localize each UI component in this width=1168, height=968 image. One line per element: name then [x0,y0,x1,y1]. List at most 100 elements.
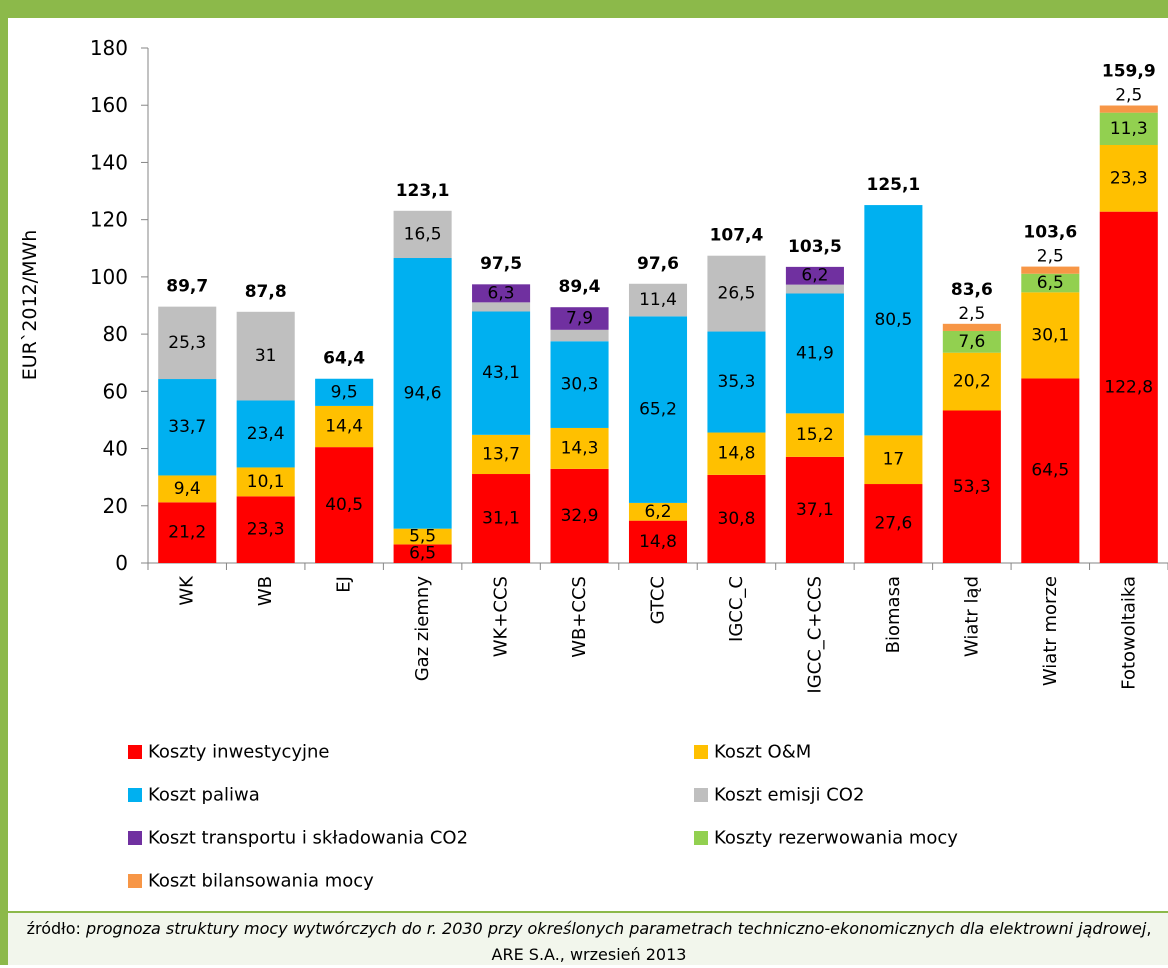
bar-segment [158,475,217,503]
value-label: 37,1 [796,500,834,520]
bar-segment [628,520,688,563]
bar-segment [472,434,531,475]
legend-label: Koszt transportu i składowania CO2 [148,828,468,849]
x-tick-label: WB [255,576,276,606]
value-label: 7,9 [566,309,593,329]
value-label: 17 [883,450,905,470]
bar-segment [550,341,609,428]
total-label: 159,9 [1102,62,1156,82]
total-label: 123,1 [396,181,450,201]
bar-segment [550,427,609,469]
value-label: 14,8 [718,444,756,464]
x-tick-label: IGCC_C [726,576,747,642]
total-label: 64,4 [323,349,365,369]
value-label: 16,5 [404,224,442,244]
value-label: 30,1 [1031,325,1069,345]
bar-segment [707,331,766,433]
total-label: 97,5 [480,254,522,274]
value-label: 31 [255,346,277,366]
bar-segment [864,435,923,485]
source-prefix: źródło: [26,919,86,938]
value-label: 122,8 [1104,377,1153,397]
bar-segment [472,284,531,303]
footer-band [0,912,1168,965]
x-tick-label: Gaz ziemny [412,576,433,682]
source-title: prognoza struktury mocy wytwórczych do r… [85,919,1147,938]
value-label: 23,4 [247,424,285,444]
legend-swatch [694,831,708,845]
value-label: 14,3 [561,438,599,458]
total-label: 89,7 [166,276,208,296]
value-label: 10,1 [247,472,285,492]
source: źródło: prognoza struktury mocy wytwórcz… [14,916,1164,968]
bar-segment [550,329,609,342]
value-label: 2,5 [958,304,985,324]
bar-segment [236,400,295,468]
x-tick-label: GTCC [648,576,669,624]
bar-segment [393,210,452,259]
value-label: 13,7 [482,444,520,464]
value-label: 15,2 [796,425,834,445]
bar-segment [1021,273,1080,293]
value-label: 6,5 [409,544,436,564]
left-border [0,0,8,965]
bar-segment [550,307,609,330]
value-label: 27,6 [874,514,912,534]
bar-segment [942,330,1001,353]
x-tick-label: IGCC_C+CCS [804,576,825,694]
x-tick-label: EJ [334,576,355,593]
legend-label: Koszt paliwa [148,785,260,806]
y-tick-label: 120 [90,208,128,232]
total-label: 103,6 [1023,223,1077,243]
value-label: 6,2 [644,502,671,522]
bar-segment [707,432,766,475]
legend-swatch [128,745,142,759]
bar-segment [785,293,844,414]
value-label: 26,5 [718,284,756,304]
value-label: 23,3 [1110,168,1148,188]
legend-swatch [128,788,142,802]
y-tick-label: 180 [90,36,128,60]
x-tick-label: WK [177,575,198,606]
value-label: 30,8 [718,509,756,529]
legend-label: Koszt emisji CO2 [714,785,864,806]
value-label: 35,3 [718,372,756,392]
value-label: 43,1 [482,363,520,383]
bar-segment [707,474,766,563]
value-label: 23,3 [247,520,285,540]
y-tick-label: 100 [90,265,128,289]
value-label: 30,3 [561,375,599,395]
bar-segment [864,205,923,436]
bar-segment [472,302,531,312]
bar-segment [628,502,688,521]
bar-segment [472,311,531,435]
bar-segment [942,352,1001,411]
left-border-footer [0,912,8,965]
legend-label: Koszty inwestycyjne [148,742,330,763]
value-label: 21,2 [168,523,206,543]
x-tick-label: WB+CCS [569,576,590,658]
bar-segment [158,306,217,380]
bar-segment [785,413,844,457]
value-label: 32,9 [561,506,599,526]
value-label: 14,4 [325,417,363,437]
bar-segment [1021,378,1080,563]
value-label: 11,4 [639,290,677,310]
value-label: 25,3 [168,333,206,353]
legend-label: Koszt bilansowania mocy [148,871,374,892]
bar-segment [393,544,452,563]
legend-swatch [694,745,708,759]
legend-swatch [128,831,142,845]
value-label: 65,2 [639,400,677,420]
bar-segment [707,255,766,332]
total-label: 103,5 [788,237,842,257]
bar-segment [1021,292,1080,379]
value-label: 14,8 [639,532,677,552]
legend-swatch [128,874,142,888]
bar-segment [942,410,1001,563]
bar-segment [315,447,374,563]
value-label: 64,5 [1031,461,1069,481]
bar-segment [628,316,688,503]
y-tick-label: 20 [103,494,128,518]
